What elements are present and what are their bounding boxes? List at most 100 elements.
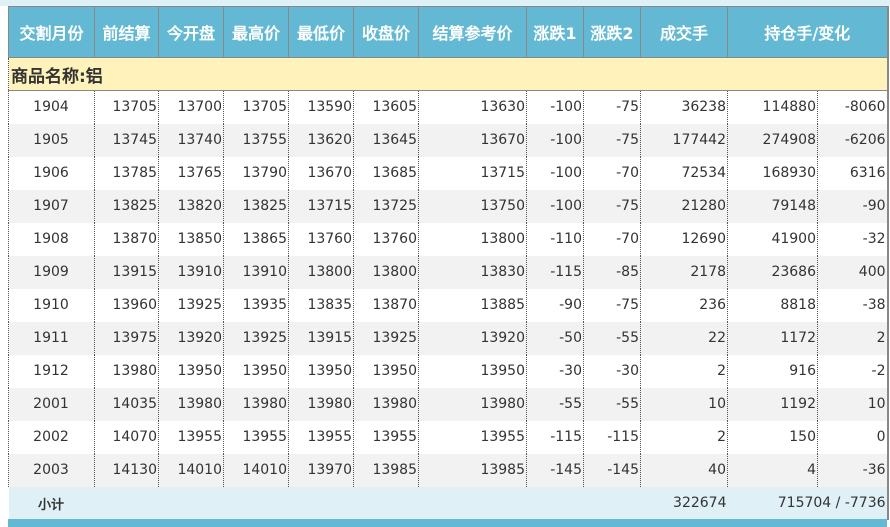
table-row: 1912 13980 13950 13950 13950 13950 13950 -30 -30… — [8, 354, 888, 388]
table-cell: -75 — [583, 123, 641, 157]
table-cell: 36238 — [640, 90, 728, 124]
table-cell: 13755 — [223, 123, 289, 157]
table-cell: -8060 — [816, 90, 888, 124]
table-cell: 13975 — [94, 321, 159, 355]
table-cell: 177442 — [640, 123, 728, 157]
table-cell: 13915 — [288, 321, 354, 355]
table-cell: 13825 — [223, 189, 289, 223]
table-cell: 4 — [727, 453, 818, 487]
table-cell: -55 — [583, 387, 641, 421]
table-cell: 13605 — [353, 90, 419, 124]
column-header: 成交手 — [640, 6, 728, 58]
table-cell: 13835 — [288, 288, 354, 322]
table-cell: -32 — [816, 222, 888, 256]
table-cell: 13950 — [223, 354, 289, 388]
table-cell: 1907 — [8, 189, 95, 223]
table-cell: 14035 — [94, 387, 159, 421]
table-cell: 13925 — [158, 288, 224, 322]
table-cell: -30 — [583, 354, 641, 388]
table-cell: 0 — [816, 420, 888, 454]
table-cell: 274908 — [727, 123, 818, 157]
table-cell: 13980 — [223, 387, 289, 421]
table-cell: -30 — [526, 354, 584, 388]
table-cell: 13820 — [158, 189, 224, 223]
table-row: 1905 13745 13740 13755 13620 13645 13670 -100 -7… — [8, 123, 888, 157]
table-cell: -100 — [526, 189, 584, 223]
table-cell: 236 — [640, 288, 728, 322]
table-cell: -90 — [816, 189, 888, 223]
table-cell: 1908 — [8, 222, 95, 256]
column-header: 最低价 — [288, 6, 354, 58]
column-header: 结算参考价 — [418, 6, 527, 58]
table-cell: 13685 — [353, 156, 419, 190]
subtotal-row: 小计 322674 715704 / -7736 — [8, 486, 888, 520]
table-cell: 13760 — [288, 222, 354, 256]
table-cell: 14130 — [94, 453, 159, 487]
table-row: 1908 13870 13850 13865 13760 13760 13800 -110 -7… — [8, 222, 888, 256]
table-cell: 13715 — [288, 189, 354, 223]
table-cell: 13950 — [418, 354, 527, 388]
table-cell: 23686 — [727, 255, 818, 289]
table-row: 2001 14035 13980 13980 13980 13980 13980 -55 -55… — [8, 387, 888, 421]
table-cell: 13980 — [94, 354, 159, 388]
table-cell: 13980 — [418, 387, 527, 421]
table-cell: 1905 — [8, 123, 95, 157]
table-cell: 10 — [640, 387, 728, 421]
table-cell: 13620 — [288, 123, 354, 157]
table-cell: 1911 — [8, 321, 95, 355]
table-cell: 13910 — [223, 255, 289, 289]
table-cell: 12690 — [640, 222, 728, 256]
table-cell: 13950 — [353, 354, 419, 388]
table-cell: 1172 — [727, 321, 818, 355]
table-cell: 400 — [816, 255, 888, 289]
table-cell: 13955 — [223, 420, 289, 454]
table-cell: 1906 — [8, 156, 95, 190]
table-cell: 13980 — [158, 387, 224, 421]
table-row: 2003 14130 14010 14010 13970 13985 13985 -145 -1… — [8, 453, 888, 487]
table-cell: 13955 — [288, 420, 354, 454]
table-cell: 13705 — [223, 90, 289, 124]
category-row: 商品名称:铝 — [7, 57, 888, 91]
table-cell: 13925 — [223, 321, 289, 355]
table-cell: 13750 — [418, 189, 527, 223]
table-cell: -145 — [583, 453, 641, 487]
table-cell: 13950 — [288, 354, 354, 388]
table-cell: 13985 — [418, 453, 527, 487]
table-row: 1904 13705 13700 13705 13590 13605 13630 -100 -7… — [8, 90, 888, 124]
table-row: 1909 13915 13910 13910 13800 13800 13830 -115 -8… — [8, 255, 888, 289]
table-cell: 114880 — [727, 90, 818, 124]
top-strip — [0, 0, 890, 6]
table-cell: 13630 — [418, 90, 527, 124]
table-cell: 13970 — [288, 453, 354, 487]
table-row: 1910 13960 13925 13935 13835 13870 13885 -90 -75… — [8, 288, 888, 322]
table-cell: 13870 — [353, 288, 419, 322]
table-cell: -100 — [526, 123, 584, 157]
table-cell: 13670 — [418, 123, 527, 157]
table-cell: 10 — [816, 387, 888, 421]
table-cell: -75 — [583, 288, 641, 322]
table-cell: 21280 — [640, 189, 728, 223]
table-cell: -90 — [526, 288, 584, 322]
table-cell: 13800 — [288, 255, 354, 289]
header-row: 交割月份 前结算 今开盘 最高价 最低价 收盘价 结算参考价 涨跌1 涨跌2 成交手 持仓手/变化 — [8, 6, 889, 58]
table-cell: 22 — [640, 321, 728, 355]
table-cell: 13705 — [94, 90, 159, 124]
table-cell: 2002 — [8, 420, 95, 454]
table-cell: 14010 — [158, 453, 224, 487]
table-cell: 13925 — [353, 321, 419, 355]
table-cell: -145 — [526, 453, 584, 487]
table-cell: 13800 — [353, 255, 419, 289]
table-cell: 916 — [727, 354, 818, 388]
table-cell: 14070 — [94, 420, 159, 454]
table-cell: 1192 — [727, 387, 818, 421]
table-cell: 13870 — [94, 222, 159, 256]
table-cell: 13745 — [94, 123, 159, 157]
column-header: 最高价 — [223, 6, 289, 58]
table-row: 2002 14070 13955 13955 13955 13955 13955 -115 -1… — [8, 420, 888, 454]
table-cell: -75 — [583, 90, 641, 124]
subtotal-volume: 322674 — [640, 486, 728, 520]
column-header: 涨跌2 — [583, 6, 641, 58]
futures-quote-table: 交割月份 前结算 今开盘 最高价 最低价 收盘价 结算参考价 涨跌1 涨跌2 成交手 持仓手/变化 … — [7, 6, 889, 520]
table-cell: 150 — [727, 420, 818, 454]
table-cell: -70 — [583, 156, 641, 190]
